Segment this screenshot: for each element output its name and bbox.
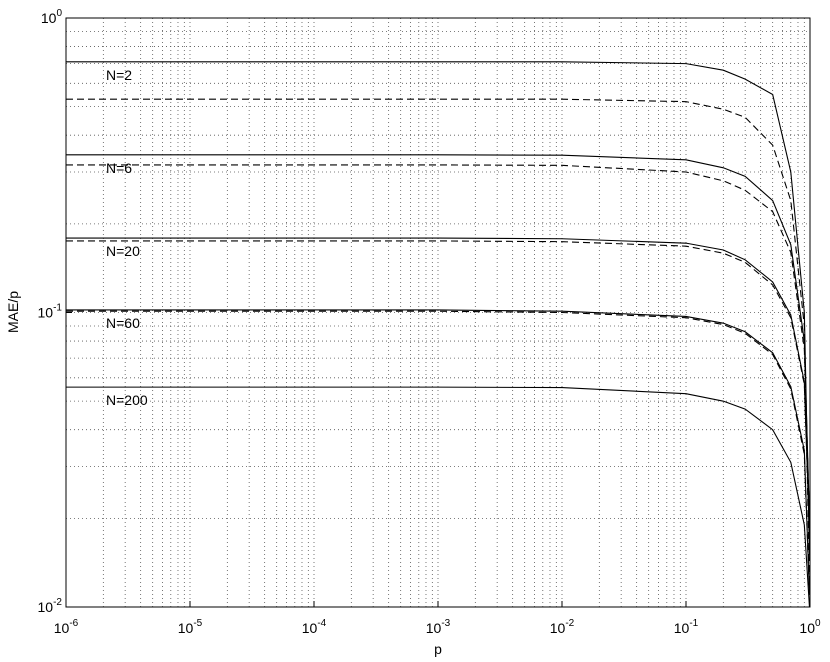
tick-label: 100	[41, 8, 63, 26]
tick-exponent: -5	[193, 618, 202, 629]
tick-base: 10	[178, 620, 194, 636]
tick-exponent: -3	[441, 618, 450, 629]
tick-exponent: -2	[565, 618, 574, 629]
series-line	[66, 154, 811, 519]
tick-exponent: 0	[56, 8, 62, 19]
tick-base: 10	[302, 620, 318, 636]
tick-label: 10-3	[426, 618, 451, 636]
annotation: N=6	[106, 160, 132, 176]
series-line	[66, 240, 811, 532]
series-line	[66, 61, 811, 556]
series-line	[66, 98, 811, 584]
tick-label: 10-6	[54, 618, 79, 636]
y-axis-label: MAE/p	[5, 291, 21, 333]
tick-exponent: 0	[815, 618, 821, 629]
tick-label: 10-2	[550, 618, 575, 636]
tick-base: 10	[54, 620, 70, 636]
annotation: N=60	[106, 315, 140, 331]
tick-base: 10	[426, 620, 442, 636]
tick-base: 10	[799, 620, 815, 636]
tick-exponent: -2	[53, 597, 62, 608]
annotation: N=20	[106, 243, 140, 259]
x-axis-label: p	[434, 641, 442, 657]
tick-exponent: -1	[689, 618, 698, 629]
tick-label: 10-4	[302, 618, 327, 636]
tick-label: 10-1	[674, 618, 699, 636]
annotation: N=2	[106, 67, 132, 83]
tick-label: 10-5	[178, 618, 203, 636]
tick-base: 10	[550, 620, 566, 636]
tick-base: 10	[38, 305, 54, 321]
plot-frame	[65, 17, 811, 608]
tick-exponent: -1	[53, 303, 62, 314]
tick-exponent: -6	[69, 618, 78, 629]
annotation: N=200	[106, 392, 148, 408]
series-line	[66, 386, 811, 608]
tick-base: 10	[41, 10, 57, 26]
tick-exponent: -4	[317, 618, 326, 629]
series-line	[66, 310, 811, 595]
series-line	[66, 164, 811, 519]
tick-base: 10	[674, 620, 690, 636]
tick-label: 10-2	[38, 597, 63, 615]
tick-label: 10-1	[38, 303, 63, 321]
tick-base: 10	[38, 599, 54, 615]
tick-label: 100	[799, 618, 821, 636]
